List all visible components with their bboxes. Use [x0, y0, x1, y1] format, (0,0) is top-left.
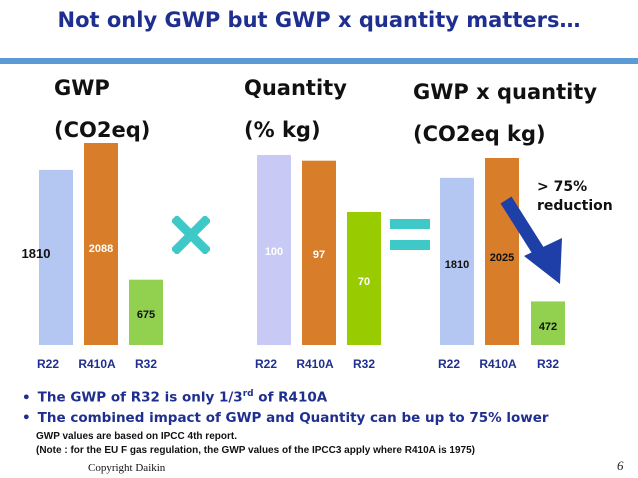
category-tick-label: R410A — [78, 357, 116, 371]
multiply-icon — [172, 216, 210, 254]
category-tick-label: R22 — [255, 357, 277, 371]
data-label: 1810 — [445, 259, 469, 271]
gwp-quantity-heading-line1: GWP x quantity — [413, 80, 598, 104]
bullet-text-end: of R410A — [253, 389, 328, 406]
quantity-heading-line2: (% kg) — [244, 118, 321, 142]
source-note-line2: (Note : for the EU F gas regulation, the… — [36, 445, 475, 456]
category-tick-label: R410A — [479, 357, 517, 371]
data-label: 472 — [539, 321, 557, 333]
source-note-line1: GWP values are based on IPCC 4th report. — [36, 431, 237, 442]
key-points-list: The GWP of R32 is only 1/3rd of R410A Th… — [22, 384, 549, 428]
category-tick-label: R32 — [135, 357, 157, 371]
reduction-label-line1: > 75% — [537, 179, 588, 195]
reduction-arrow-icon — [500, 196, 562, 284]
gwp-quantity-heading-line2: (CO2eq kg) — [413, 122, 546, 146]
bar-2-r22 — [440, 177, 474, 345]
category-tick-label: R32 — [537, 357, 559, 371]
bar-0-r22 — [39, 169, 73, 345]
gwp-heading-line2: (CO2eq) — [54, 118, 151, 142]
data-label: 1810 — [22, 246, 51, 261]
bullet-item: The combined impact of GWP and Quantity … — [22, 408, 549, 428]
bar-2-r410a — [485, 158, 519, 345]
bullet-superscript: rd — [242, 389, 254, 399]
source-note: GWP values are based on IPCC 4th report.… — [36, 430, 475, 458]
bar-1-r410a — [302, 160, 336, 345]
data-label: 2088 — [89, 243, 113, 255]
page-number: 6 — [617, 458, 624, 473]
title-divider — [0, 58, 638, 64]
quantity-heading-line1: Quantity — [244, 76, 347, 100]
bar-2-r32 — [531, 301, 565, 345]
data-label: 70 — [358, 276, 370, 288]
bar-0-r410a — [84, 143, 118, 345]
copyright: Copyright Daikin — [88, 462, 166, 474]
slide-title: Not only GWP but GWP x quantity matters… — [57, 8, 581, 32]
category-tick-label: R32 — [353, 357, 375, 371]
gwp-heading-line1: GWP — [54, 76, 110, 100]
category-tick-label: R22 — [37, 357, 59, 371]
bullet-text: The GWP of R32 is only 1/3 — [37, 389, 243, 406]
category-tick-label: R410A — [296, 357, 334, 371]
bullet-item: The GWP of R32 is only 1/3rd of R410A — [22, 384, 549, 408]
category-tick-label: R22 — [438, 357, 460, 371]
bar-1-r22 — [257, 155, 291, 345]
equals-icon — [390, 219, 430, 250]
data-label: 100 — [265, 246, 283, 258]
data-label: 2025 — [490, 252, 514, 264]
bar-1-r32 — [347, 212, 381, 345]
data-label: 97 — [313, 249, 325, 261]
reduction-label-line2: reduction — [537, 198, 613, 214]
reduction-label: > 75% reduction — [537, 178, 613, 216]
data-label: 675 — [137, 309, 155, 321]
bar-0-r32 — [129, 279, 163, 345]
